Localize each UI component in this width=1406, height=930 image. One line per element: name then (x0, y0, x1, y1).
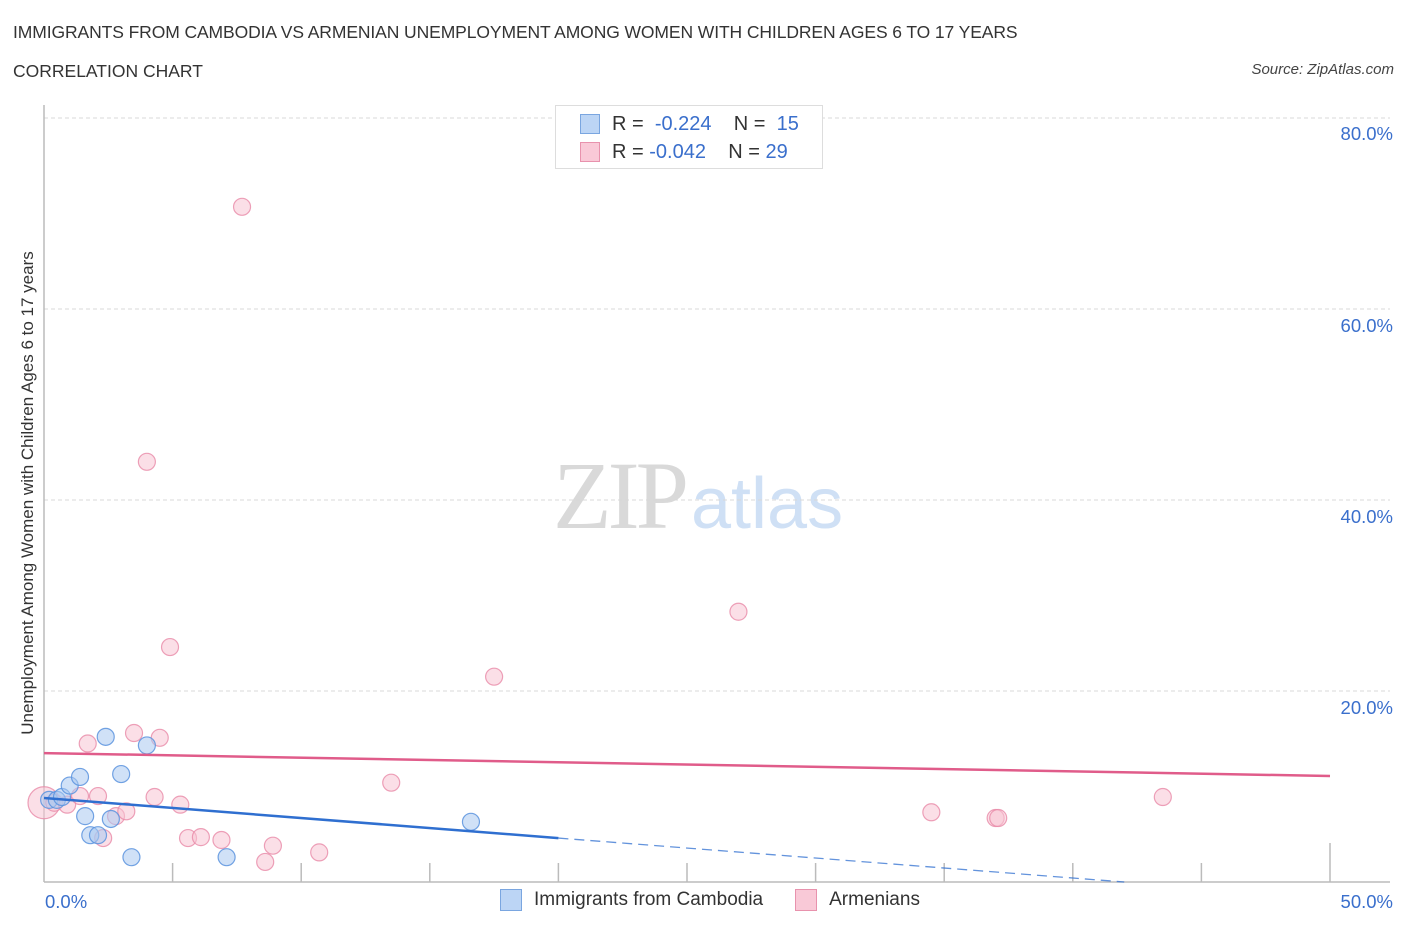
cambodia-trend-extension (558, 837, 1125, 883)
n-value: 29 (765, 140, 788, 163)
r-label: R = (612, 140, 644, 163)
armenians-point[interactable] (171, 795, 190, 814)
x-tick-50: 50.0% (1340, 891, 1393, 912)
legend-item-cambodia[interactable]: Immigrants from Cambodia (500, 889, 763, 911)
grid-lines (44, 117, 1390, 692)
armenians-point[interactable] (117, 802, 136, 821)
n-value: 15 (776, 112, 799, 135)
armenians-point[interactable] (1153, 787, 1172, 807)
cambodia-swatch-icon (500, 889, 522, 911)
armenians-point[interactable] (232, 197, 252, 216)
r-value: -0.042 (649, 140, 706, 163)
armenians-point[interactable] (729, 602, 748, 621)
armenians-point[interactable] (78, 734, 97, 753)
cambodia-point[interactable] (96, 727, 115, 746)
cambodia-point[interactable] (88, 826, 108, 845)
legend-row-cambodia: R = -0.224 N = 15 (580, 112, 799, 136)
x-tick-0: 0.0% (45, 891, 88, 912)
y-axis-label: Unemployment Among Women with Children A… (18, 251, 37, 735)
armenians-point[interactable] (124, 723, 144, 743)
zipatlas-watermark: ZIPatlas (553, 440, 843, 551)
trend-lines (43, 751, 1331, 883)
y-tick-20: 20.0% (1340, 697, 1393, 718)
armenians-point[interactable] (191, 828, 210, 847)
axes (43, 105, 1390, 883)
legend-row-armenians: R = -0.042 N = 29 (580, 140, 788, 164)
chart-subtitle: CORRELATION CHART (13, 61, 203, 81)
armenians-swatch-icon (580, 142, 600, 162)
source-label: Source: ZipAtlas.com (1251, 61, 1394, 78)
y-tick-40: 40.0% (1340, 506, 1393, 527)
armenians-point[interactable] (310, 843, 329, 862)
series-legend: Immigrants from Cambodia Armenians (500, 889, 952, 911)
cambodia-point[interactable] (76, 807, 95, 826)
legend-label: Immigrants from Cambodia (534, 889, 764, 910)
y-tick-80: 80.0% (1340, 123, 1393, 144)
r-value: -0.224 (654, 112, 712, 135)
cambodia-point[interactable] (122, 848, 141, 867)
cambodia-point[interactable] (137, 736, 156, 755)
armenians-point[interactable] (160, 637, 180, 657)
armenians-point[interactable] (263, 836, 283, 855)
watermark-zip: ZIP (553, 442, 689, 549)
cambodia-trend-line (43, 796, 559, 840)
armenians-point[interactable] (145, 787, 164, 807)
cambodia-point[interactable] (112, 764, 131, 784)
armenians-point[interactable] (256, 852, 275, 872)
r-label: R = (612, 112, 644, 135)
cambodia-swatch-icon (580, 114, 600, 134)
armenians-swatch-icon (795, 889, 818, 911)
legend-label: Armenians (829, 889, 920, 910)
cambodia-point[interactable] (217, 848, 236, 867)
armenians-point[interactable] (922, 803, 941, 822)
cambodia-point[interactable] (70, 767, 90, 787)
legend-item-armenians[interactable]: Armenians (795, 889, 920, 911)
cambodia-point[interactable] (461, 812, 481, 831)
armenians-point[interactable] (989, 808, 1008, 828)
armenians-trend-line (43, 751, 1331, 778)
y-tick-60: 60.0% (1340, 315, 1393, 336)
armenians-point[interactable] (485, 667, 504, 686)
armenians-point[interactable] (137, 452, 156, 471)
n-label: N = (728, 140, 760, 163)
armenians-point[interactable] (212, 830, 231, 850)
armenians-point[interactable] (382, 773, 401, 792)
armenians-point[interactable] (88, 786, 108, 806)
n-label: N = (733, 112, 766, 135)
chart-title: IMMIGRANTS FROM CAMBODIA VS ARMENIAN UNE… (13, 22, 1018, 42)
cambodia-point[interactable] (101, 809, 120, 829)
correlation-legend: R = -0.224 N = 15 R = -0.042 N = 29 (555, 105, 823, 169)
watermark-atlas: atlas (691, 464, 844, 544)
